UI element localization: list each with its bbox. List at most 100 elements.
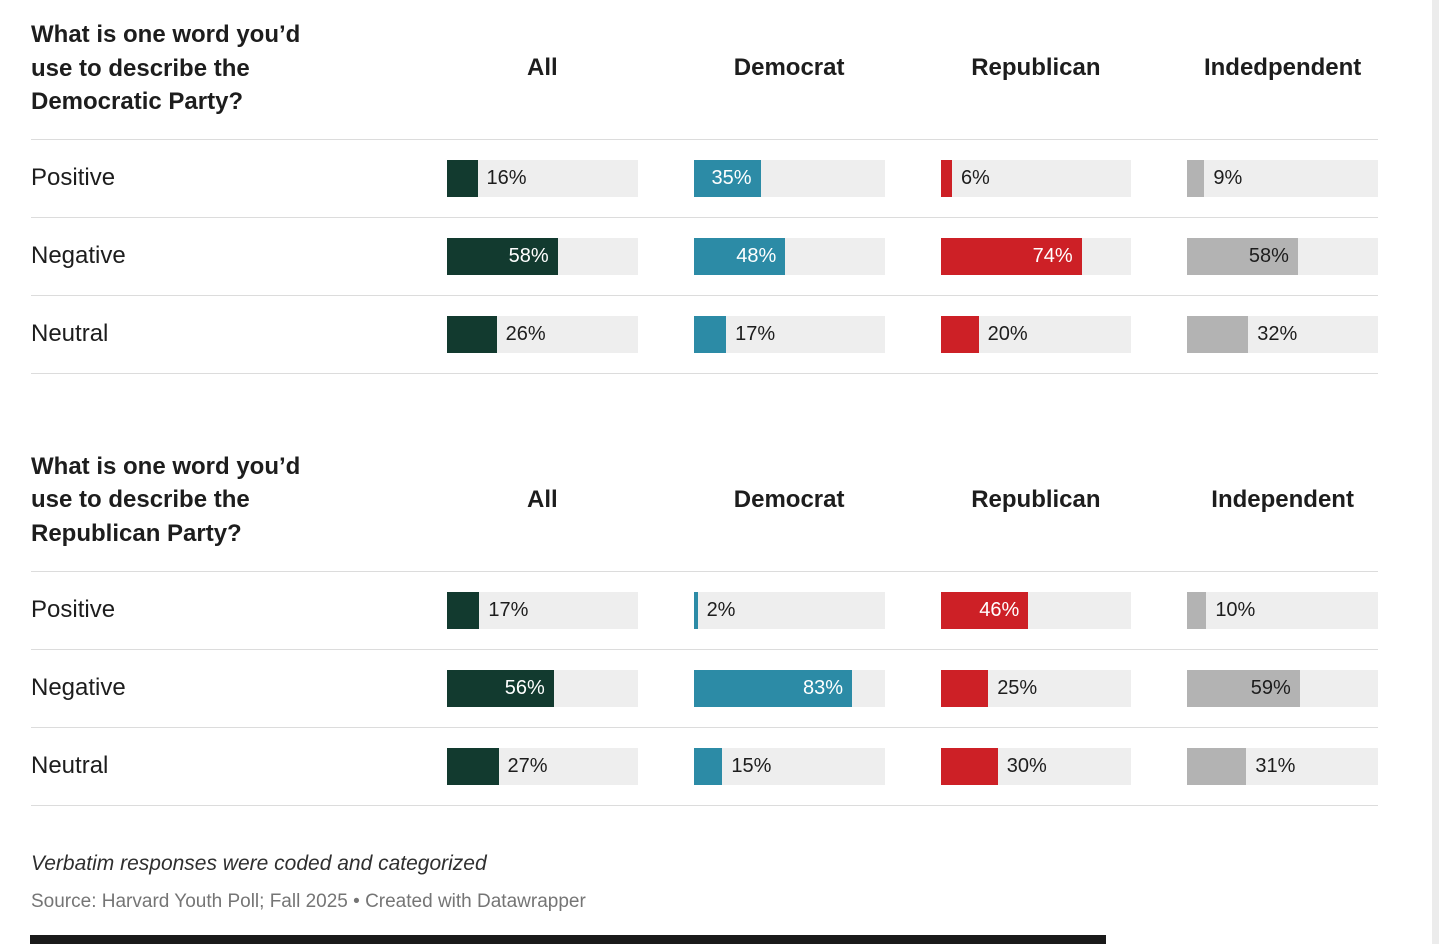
bar-track: 48% (693, 237, 885, 275)
bar-fill (693, 591, 698, 629)
table-title: What is one word you’d use to describe t… (31, 21, 301, 116)
bar-cell-all: 16% (447, 159, 638, 197)
source-line: Source: Harvard Youth Poll; Fall 2025 • … (31, 890, 586, 912)
row-label: Positive (31, 164, 116, 192)
table-row: Negative 58% 48% 74% 58% (31, 216, 1378, 295)
bar-cell-republican: 46% (940, 591, 1132, 629)
bar-value-label: 10% (1215, 599, 1256, 622)
bar-fill (693, 747, 723, 785)
bar-track: 56% (447, 669, 638, 707)
bar-cell-indedpendent: 58% (1187, 237, 1378, 275)
bar-fill: 74% (940, 237, 1082, 275)
bar-value-label: 31% (1255, 755, 1296, 778)
table-row: Positive 17% 2% 46% 10% (31, 570, 1378, 649)
bar-fill (940, 315, 979, 353)
bar-track: 30% (940, 747, 1132, 785)
bar-fill (1187, 159, 1205, 197)
column-header-all: All (527, 486, 558, 514)
bar-cell-democrat: 15% (693, 747, 885, 785)
republican-party-table: What is one word you’d use to describe t… (31, 446, 1378, 806)
row-label: Negative (31, 674, 126, 702)
bar-value-label: 26% (505, 323, 546, 346)
column-header-independent: Independent (1211, 486, 1354, 514)
bar-track: 31% (1187, 747, 1378, 785)
bar-fill (940, 669, 989, 707)
row-label: Positive (31, 596, 116, 624)
bar-fill: 56% (447, 669, 554, 707)
bar-fill: 35% (693, 159, 761, 197)
bar-track: 27% (447, 747, 638, 785)
column-header-democrat: Democrat (733, 486, 845, 514)
bar-value-label: 74% (1032, 245, 1073, 268)
column-header-republican: Republican (971, 486, 1101, 514)
bar-track: 20% (940, 315, 1132, 353)
bar-fill: 58% (447, 237, 558, 275)
bar-cell-indedpendent: 32% (1187, 315, 1378, 353)
table-header-row: What is one word you’d use to describe t… (31, 446, 1378, 571)
bar-value-label: 56% (504, 677, 545, 700)
bar-track: 6% (940, 159, 1132, 197)
bar-value-label: 27% (507, 755, 548, 778)
bar-value-label: 20% (987, 323, 1028, 346)
bar-value-label: 15% (731, 755, 772, 778)
page-edge-strip (1432, 0, 1439, 944)
bar-value-label: 35% (711, 167, 752, 190)
bar-value-label: 25% (997, 677, 1038, 700)
table-rows: Positive 17% 2% 46% 10% Negative 56% 83% 25% 59% N… (31, 570, 1378, 806)
column-header-democrat: Democrat (733, 54, 845, 82)
row-label: Neutral (31, 752, 109, 780)
bar-value-label: 48% (736, 245, 777, 268)
bar-value-label: 2% (706, 599, 736, 622)
bar-cell-democrat: 83% (693, 669, 885, 707)
bar-track: 17% (447, 591, 638, 629)
bar-track: 25% (940, 669, 1132, 707)
bar-track: 17% (693, 315, 885, 353)
bar-track: 32% (1187, 315, 1378, 353)
bar-cell-republican: 74% (940, 237, 1132, 275)
bar-value-label: 58% (1248, 245, 1289, 268)
bottom-cropped-bar (30, 935, 1106, 944)
bar-track: 16% (447, 159, 638, 197)
bar-fill (940, 159, 952, 197)
table-row: Negative 56% 83% 25% 59% (31, 648, 1378, 727)
bar-cell-independent: 31% (1187, 747, 1378, 785)
bar-cell-democrat: 48% (693, 237, 885, 275)
bar-value-label: 46% (979, 599, 1020, 622)
bar-cell-republican: 20% (940, 315, 1132, 353)
bar-cell-independent: 59% (1187, 669, 1378, 707)
bar-fill (940, 747, 998, 785)
row-label: Negative (31, 242, 126, 270)
bar-value-label: 9% (1213, 167, 1243, 190)
bar-fill (1187, 747, 1247, 785)
bar-track: 9% (1187, 159, 1378, 197)
bar-track: 26% (447, 315, 638, 353)
bar-fill (693, 315, 727, 353)
bar-cell-democrat: 2% (693, 591, 885, 629)
bar-value-label: 59% (1250, 677, 1291, 700)
bar-fill (447, 591, 480, 629)
bar-cell-republican: 25% (940, 669, 1132, 707)
bar-track: 2% (693, 591, 885, 629)
bar-cell-democrat: 35% (693, 159, 885, 197)
bar-fill: 46% (940, 591, 1029, 629)
democratic-party-table: What is one word you’d use to describe t… (31, 14, 1378, 374)
bar-fill (447, 747, 499, 785)
column-header-indedpendent: Indedpendent (1203, 54, 1362, 82)
bar-cell-all: 27% (447, 747, 638, 785)
bar-track: 74% (940, 237, 1132, 275)
bar-track: 46% (940, 591, 1132, 629)
bar-track: 59% (1187, 669, 1378, 707)
bar-cell-all: 56% (447, 669, 638, 707)
bar-value-label: 30% (1006, 755, 1047, 778)
bar-value-label: 58% (508, 245, 549, 268)
row-label: Neutral (31, 320, 109, 348)
bar-track: 35% (693, 159, 885, 197)
table-header-row: What is one word you’d use to describe t… (31, 14, 1378, 139)
table-row: Positive 16% 35% 6% 9% (31, 138, 1378, 217)
table-rows: Positive 16% 35% 6% 9% Negative 58% 48% 74% 58% Ne… (31, 138, 1378, 374)
bar-track: 10% (1187, 591, 1378, 629)
bar-cell-republican: 30% (940, 747, 1132, 785)
table-title: What is one word you’d use to describe t… (31, 452, 301, 547)
bar-value-label: 17% (488, 599, 529, 622)
